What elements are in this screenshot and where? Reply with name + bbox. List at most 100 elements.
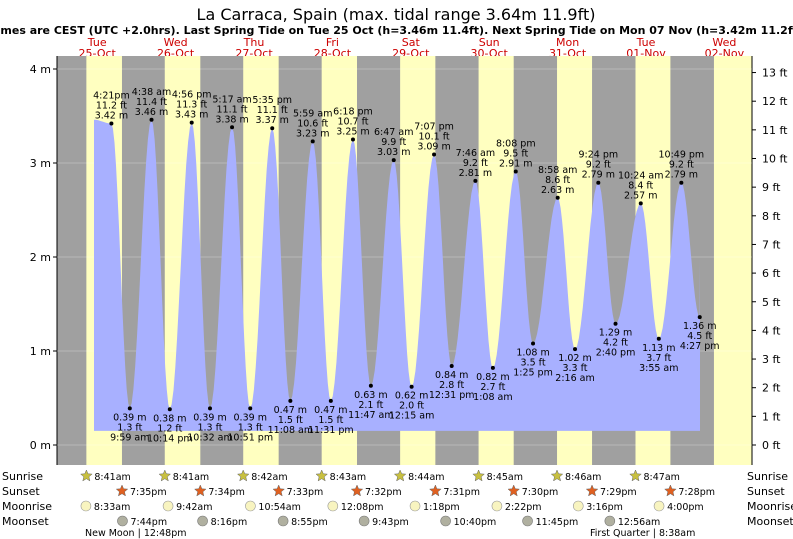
low-tide-m: 0.82 m — [476, 372, 509, 383]
low-tide-time: 1:25 pm — [513, 367, 553, 378]
high-tide-time: 8:58 am — [538, 165, 577, 176]
day-weekday-label: Wed — [712, 36, 736, 49]
low-tide-time: 12:15 am — [389, 411, 434, 422]
sunset-time: 7:30pm — [522, 487, 559, 498]
low-tide-ft: 2.1 ft — [358, 400, 383, 411]
ft-tick-label: 7 ft — [762, 238, 781, 251]
m-tick-label: 0 m — [30, 439, 51, 452]
high-tide-dot — [230, 125, 235, 130]
day-weekday-label: Thu — [243, 36, 265, 49]
high-tide-ft: 9.2 ft — [669, 160, 694, 171]
moonset-icon — [117, 515, 128, 527]
low-tide-dot — [573, 347, 578, 352]
moonset-time: 8:55pm — [291, 517, 328, 528]
sunset-time: 7:31pm — [443, 487, 480, 498]
day-weekday-label: Sat — [402, 36, 421, 49]
low-tide-m: 0.47 m — [274, 405, 307, 416]
sunset-row-label-right: Sunset — [747, 485, 785, 498]
low-tide-ft: 4.2 ft — [603, 338, 628, 349]
low-tide-dot — [449, 364, 454, 369]
moonrise-row-label-right: Moonrise — [747, 500, 793, 513]
chart-subtitle: Times are CEST (UTC +2.0hrs). Last Sprin… — [0, 24, 793, 37]
low-tide-dot — [207, 406, 212, 411]
sunset-row-label: Sunset — [2, 485, 40, 498]
low-tide-ft: 1.5 ft — [318, 415, 343, 426]
high-tide-dot — [513, 169, 518, 174]
moonset-row-label: Moonset — [2, 515, 49, 528]
high-tide-m: 2.63 m — [541, 185, 574, 196]
moonrise-time: 9:42am — [176, 502, 212, 513]
moonset-icon — [358, 515, 370, 527]
moon-phase-first-quarter: First Quarter | 8:38am — [590, 528, 695, 539]
moonrise-icon — [327, 500, 339, 512]
low-tide-m: 0.39 m — [113, 412, 146, 423]
high-tide-time: 5:59 am — [293, 108, 332, 119]
high-tide-ft: 9.9 ft — [381, 137, 406, 148]
low-tide-ft: 3.3 ft — [562, 363, 587, 374]
low-tide-ft: 2.7 ft — [480, 382, 505, 393]
high-tide-dot — [596, 180, 601, 185]
moonrise-icon — [245, 500, 256, 512]
low-tide-time: 10:14 pm — [147, 433, 193, 444]
low-tide-dot — [490, 365, 495, 370]
m-tick-label: 1 m — [30, 345, 51, 358]
high-tide-ft: 9.2 ft — [463, 158, 488, 169]
low-tide-dot — [697, 315, 702, 320]
low-tide-dot — [531, 341, 536, 346]
sunset-icon — [193, 484, 207, 497]
high-tide-dot — [270, 126, 275, 131]
moonrise-time: 12:08pm — [341, 502, 384, 513]
sunrise-time: 8:41am — [94, 472, 130, 483]
low-tide-time: 4:27 pm — [680, 341, 720, 352]
ft-tick-label: 5 ft — [762, 296, 781, 309]
ft-tick-label: 1 ft — [762, 410, 781, 423]
day-weekday-label: Wed — [164, 36, 188, 49]
high-tide-m: 3.25 m — [336, 127, 369, 138]
m-tick-label: 3 m — [30, 157, 51, 170]
ft-tick-label: 0 ft — [762, 439, 781, 452]
ft-tick-label: 3 ft — [762, 353, 781, 366]
low-tide-dot — [368, 383, 373, 388]
high-tide-time: 5:35 pm — [252, 95, 292, 106]
high-tide-ft: 9.5 ft — [503, 148, 528, 159]
ft-tick-label: 12 ft — [762, 95, 788, 108]
high-tide-m: 3.09 m — [417, 142, 450, 153]
sunset-icon — [350, 484, 364, 497]
day-weekday-label: Mon — [556, 36, 579, 49]
low-tide-ft: 3.5 ft — [521, 357, 546, 368]
sunset-icon — [115, 484, 129, 497]
low-tide-dot — [248, 406, 253, 411]
low-tide-m: 0.38 m — [153, 413, 186, 424]
sunrise-icon — [629, 469, 642, 482]
low-tide-ft: 2.8 ft — [439, 380, 464, 391]
high-tide-m: 3.23 m — [296, 128, 329, 139]
astro-rows: Sunrise Sunrise Sunset Sunset Moonrise Moonri… — [2, 469, 793, 539]
sunset-time: 7:28pm — [678, 487, 715, 498]
sunrise-icon — [158, 469, 172, 482]
low-tide-time: 10:51 pm — [227, 432, 273, 443]
high-tide-dot — [679, 180, 684, 185]
day-weekday-label: Fri — [326, 36, 339, 49]
sunset-icon — [507, 484, 521, 497]
low-tide-m: 1.08 m — [516, 347, 549, 358]
sunrise-icon — [393, 469, 407, 482]
low-tide-m: 0.62 m — [395, 391, 428, 402]
high-tide-m: 3.42 m — [95, 111, 128, 122]
high-tide-time: 4:56 pm — [172, 90, 212, 101]
moonset-icon — [197, 515, 208, 527]
moonset-time: 8:16pm — [211, 517, 248, 528]
low-tide-m: 0.39 m — [234, 412, 267, 423]
high-tide-dot — [432, 152, 437, 157]
low-tide-time: 11:31 pm — [308, 425, 354, 436]
high-tide-dot — [638, 201, 643, 206]
moonset-icon — [277, 515, 289, 527]
low-tide-ft: 1.3 ft — [238, 422, 263, 433]
high-tide-m: 2.57 m — [624, 190, 657, 201]
moonrise-time: 10:54am — [258, 502, 300, 513]
low-tide-ft: 3.7 ft — [646, 353, 671, 364]
moonrise-time: 2:22pm — [505, 502, 542, 513]
low-tide-ft: 1.3 ft — [197, 422, 222, 433]
sunrise-time: 8:41am — [173, 472, 209, 483]
high-tide-time: 4:38 am — [132, 87, 171, 98]
moonrise-icon — [162, 500, 174, 512]
